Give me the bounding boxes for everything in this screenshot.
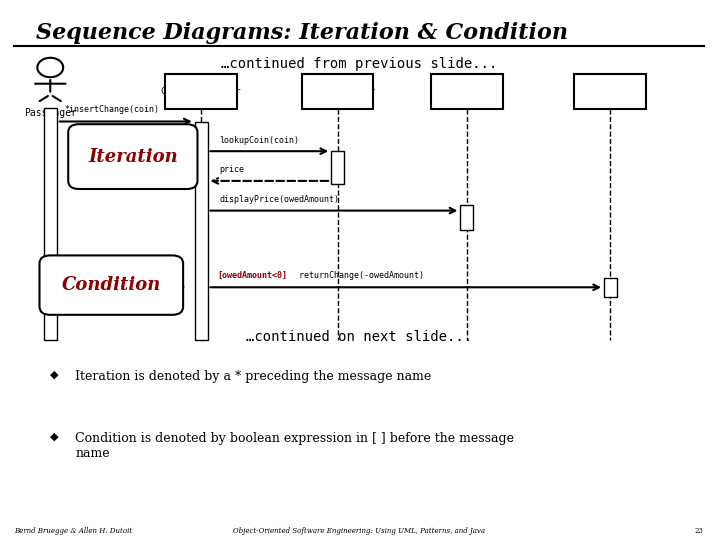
Text: Object-Oriented Software Engineering: Using UML, Patterns, and Java: Object-Oriented Software Engineering: Us… bbox=[233, 526, 485, 535]
Text: CoinDrop: CoinDrop bbox=[589, 87, 632, 96]
FancyBboxPatch shape bbox=[460, 205, 473, 229]
FancyBboxPatch shape bbox=[40, 255, 183, 315]
Text: Iteration is denoted by a * preceding the message name: Iteration is denoted by a * preceding th… bbox=[76, 370, 432, 383]
Text: 23: 23 bbox=[695, 526, 703, 535]
FancyBboxPatch shape bbox=[331, 151, 344, 184]
Text: returnChange(-owedAmount): returnChange(-owedAmount) bbox=[294, 271, 424, 280]
Text: Condition: Condition bbox=[62, 276, 161, 294]
FancyBboxPatch shape bbox=[165, 74, 237, 109]
Text: …continued from previous slide...: …continued from previous slide... bbox=[221, 57, 498, 71]
Text: lookupCoin(coin): lookupCoin(coin) bbox=[219, 136, 299, 145]
Text: Display: Display bbox=[448, 87, 485, 96]
Text: ◆: ◆ bbox=[50, 432, 59, 442]
Text: displayPrice(owedAmount): displayPrice(owedAmount) bbox=[219, 195, 339, 204]
Text: *insertChange(coin): *insertChange(coin) bbox=[65, 105, 160, 114]
Text: ◆: ◆ bbox=[50, 370, 59, 380]
Text: ChangeProcessor: ChangeProcessor bbox=[161, 87, 241, 96]
FancyBboxPatch shape bbox=[302, 74, 374, 109]
Text: …continued on next slide...: …continued on next slide... bbox=[246, 330, 472, 345]
FancyBboxPatch shape bbox=[575, 74, 647, 109]
Text: Sequence Diagrams: Iteration & Condition: Sequence Diagrams: Iteration & Condition bbox=[36, 22, 568, 44]
Text: Bernd Bruegge & Allen H. Dutoit: Bernd Bruegge & Allen H. Dutoit bbox=[14, 526, 132, 535]
FancyBboxPatch shape bbox=[68, 124, 197, 189]
FancyBboxPatch shape bbox=[44, 108, 57, 340]
Text: CoinIdentifier: CoinIdentifier bbox=[300, 87, 375, 96]
Text: Passenger: Passenger bbox=[24, 108, 77, 118]
Text: price: price bbox=[219, 165, 244, 174]
Text: [owedAmount<0]: [owedAmount<0] bbox=[217, 271, 287, 280]
FancyBboxPatch shape bbox=[604, 278, 617, 297]
Text: Condition is denoted by boolean expression in [ ] before the message
name: Condition is denoted by boolean expressi… bbox=[76, 432, 514, 460]
FancyBboxPatch shape bbox=[194, 122, 207, 340]
FancyBboxPatch shape bbox=[431, 74, 503, 109]
Text: Iteration: Iteration bbox=[88, 147, 178, 166]
